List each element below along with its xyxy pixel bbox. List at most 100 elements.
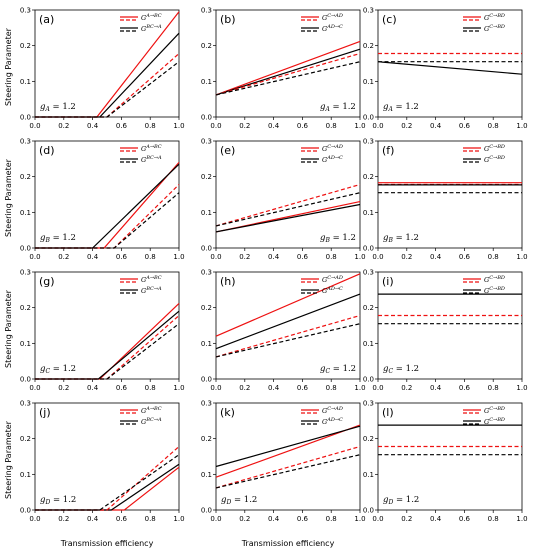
x-tick-label: 0.0	[372, 253, 383, 261]
x-tick-label: 0.6	[297, 515, 309, 523]
x-tick-label: 0.0	[372, 122, 383, 130]
x-tick-label: 1.0	[173, 253, 184, 261]
figure-ylabel-row4: Steering Parameter	[4, 420, 13, 499]
series-line-3	[215, 445, 361, 489]
x-tick-label: 0.8	[326, 384, 337, 392]
x-tick-label: 0.2	[401, 253, 412, 261]
panel-label: (c)	[382, 13, 397, 26]
legend-label: GBC→A	[141, 286, 162, 295]
legend-label: GC→BD	[484, 286, 505, 295]
x-tick-label: 0.0	[372, 384, 383, 392]
y-tick-label: 0.2	[363, 173, 374, 181]
x-tick-label: 0.6	[459, 384, 471, 392]
x-tick-label: 0.2	[239, 515, 250, 523]
y-tick-label: 0.2	[363, 435, 374, 443]
panel-label: (a)	[39, 13, 54, 26]
y-tick-label: 0.0	[20, 245, 31, 253]
panel-frame	[377, 271, 523, 380]
x-tick-label: 0.2	[239, 384, 250, 392]
x-tick-label: 0.0	[210, 122, 221, 130]
y-tick-label: 0.3	[20, 7, 31, 15]
y-tick-label: 0.3	[201, 400, 212, 408]
x-tick-label: 0.2	[58, 253, 69, 261]
series-line-1	[215, 40, 361, 96]
y-tick-label: 0.0	[201, 114, 212, 122]
y-tick-label: 0.3	[363, 7, 374, 15]
legend-label: GA→BC	[141, 275, 162, 284]
y-tick-label: 0.2	[20, 304, 31, 312]
x-tick-label: 1.0	[354, 384, 365, 392]
y-tick-label: 0.2	[363, 42, 374, 50]
x-tick-label: 0.2	[239, 253, 250, 261]
panel-label: (g)	[39, 275, 55, 288]
x-tick-label: 0.6	[459, 122, 471, 130]
y-tick-label: 0.2	[20, 42, 31, 50]
legend-label: GC→BD	[484, 13, 505, 22]
x-tick-label: 0.0	[29, 515, 40, 523]
y-tick-label: 0.2	[201, 42, 212, 50]
panel-l: 0.0 0.1 0.2 0.3 0.0 0.2 0.4 0.6 0.8 1.0 (l) GC→BD GC…	[363, 400, 528, 524]
legend-label: GC→BD	[484, 24, 505, 33]
legend-label: GBC→A	[141, 155, 162, 164]
x-tick-label: 0.2	[401, 122, 412, 130]
y-tick-label: 0.1	[201, 340, 212, 348]
y-tick-label: 0.3	[363, 269, 374, 277]
x-tick-label: 1.0	[354, 515, 365, 523]
x-tick-label: 0.6	[297, 253, 309, 261]
legend-label: GC→AD	[322, 275, 343, 284]
panel-d: 0.0 0.1 0.2 0.3 0.0 0.2 0.4 0.6 0.8 1.0 (d) GA→BC GB…	[20, 138, 185, 262]
x-tick-label: 1.0	[516, 384, 527, 392]
x-tick-label: 1.0	[516, 253, 527, 261]
x-tick-label: 0.2	[58, 122, 69, 130]
y-tick-label: 0.2	[201, 173, 212, 181]
series-line-4	[215, 323, 361, 358]
panel-k: 0.0 0.1 0.2 0.3 0.0 0.2 0.4 0.6 0.8 1.0 (k) GC→AD GA…	[201, 400, 366, 524]
legend-label: GA→BC	[141, 144, 162, 153]
series-line-4	[35, 454, 180, 511]
legend-label: GC→AD	[322, 144, 343, 153]
panel-i: 0.0 0.1 0.2 0.3 0.0 0.2 0.4 0.6 0.8 1.0 (i) GC→BD GC…	[363, 269, 528, 393]
legend-label: GAD→C	[322, 417, 343, 426]
coupling-label: gC = 1.2	[383, 364, 419, 375]
panel-label: (d)	[39, 144, 55, 157]
y-tick-label: 0.3	[201, 269, 212, 277]
panel-e: 0.0 0.1 0.2 0.3 0.0 0.2 0.4 0.6 0.8 1.0 (e) GC→AD GA…	[201, 138, 366, 262]
x-tick-label: 0.4	[87, 515, 99, 523]
panel-frame	[377, 140, 523, 249]
y-tick-label: 0.1	[363, 78, 374, 86]
series-line-4	[215, 61, 361, 96]
x-tick-label: 0.0	[29, 122, 40, 130]
series-line-1	[215, 424, 361, 478]
series-line-4	[35, 323, 180, 380]
y-tick-label: 0.1	[363, 209, 374, 217]
panel-frame	[377, 9, 523, 118]
x-tick-label: 1.0	[516, 122, 527, 130]
series-line-2	[215, 425, 361, 468]
legend-label: GC→BD	[484, 144, 505, 153]
legend-label: GBC→A	[141, 24, 162, 33]
figure-ylabel-row1: Steering Parameter	[4, 27, 13, 106]
panel-label: (f)	[382, 144, 394, 157]
x-tick-label: 0.2	[401, 384, 412, 392]
x-tick-label: 0.4	[430, 515, 442, 523]
x-tick-label: 0.6	[116, 384, 128, 392]
y-tick-label: 0.0	[201, 376, 212, 384]
x-tick-label: 0.8	[326, 122, 337, 130]
series-line-3	[35, 446, 180, 511]
y-tick-label: 0.0	[363, 114, 374, 122]
x-tick-label: 0.4	[268, 253, 280, 261]
panel-frame	[215, 9, 361, 118]
x-tick-label: 0.6	[116, 122, 128, 130]
x-tick-label: 0.6	[297, 384, 309, 392]
coupling-label: gC = 1.2	[320, 364, 356, 375]
y-tick-label: 0.0	[363, 376, 374, 384]
x-tick-label: 0.4	[87, 122, 99, 130]
series-line-1	[215, 273, 361, 337]
coupling-label: gB = 1.2	[320, 233, 356, 244]
coupling-label: gD = 1.2	[40, 495, 76, 506]
y-tick-label: 0.1	[20, 471, 31, 479]
coupling-label: gA = 1.2	[320, 102, 356, 113]
y-tick-label: 0.2	[363, 304, 374, 312]
coupling-label: gD = 1.2	[221, 495, 257, 506]
